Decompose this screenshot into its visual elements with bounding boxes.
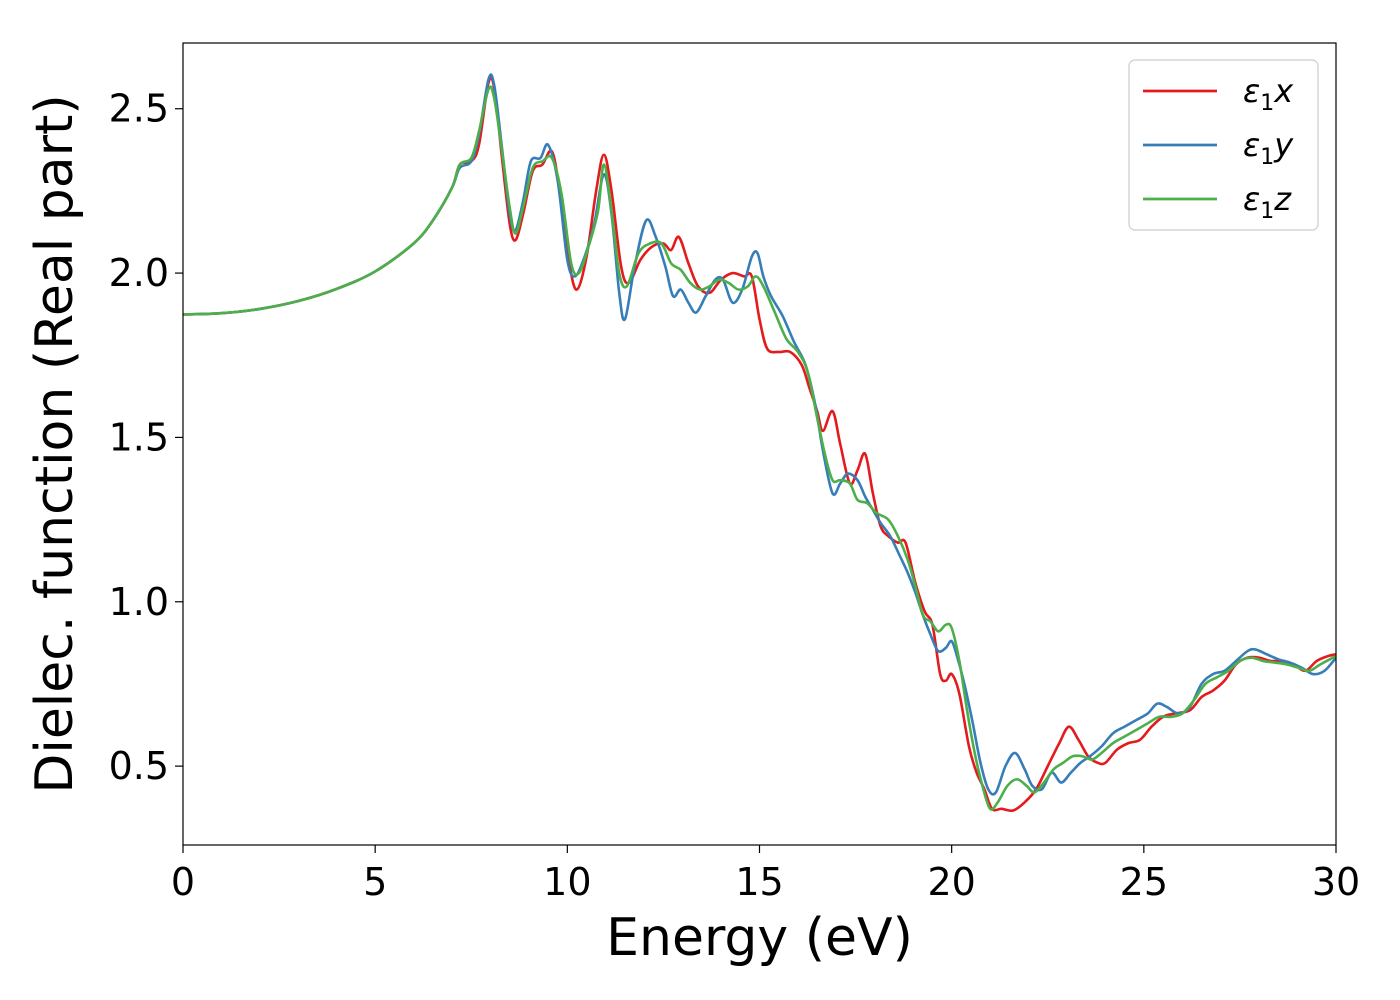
legend-symbol: ε [1243, 180, 1260, 218]
legend-subscript: 1 [1260, 199, 1274, 224]
legend-symbol: ε [1243, 126, 1260, 164]
x-axis-title: Energy (eV) [606, 908, 913, 968]
y-axis: 0.5 1.0 1.5 2.0 2.5 [109, 87, 183, 788]
x-tick-label: 10 [543, 860, 591, 904]
x-tick-label: 25 [1120, 860, 1168, 904]
x-tick-label: 30 [1312, 860, 1360, 904]
y-tick-label: 2.0 [109, 251, 169, 295]
x-tick-label: 5 [363, 860, 387, 904]
legend-suffix: z [1273, 180, 1292, 218]
legend-label-x: ε1x [1243, 72, 1294, 116]
x-tick-label: 0 [171, 860, 195, 904]
legend-subscript: 1 [1260, 91, 1274, 116]
legend-item-x: ε1x [1143, 72, 1294, 116]
legend-label-y: ε1y [1243, 126, 1294, 170]
y-tick-label: 1.5 [109, 415, 169, 459]
series-line-y [183, 73, 1336, 796]
y-tick-label: 2.5 [109, 87, 169, 131]
x-tick-label: 20 [927, 860, 975, 904]
y-tick-label: 1.0 [109, 580, 169, 624]
legend-item-y: ε1y [1143, 126, 1294, 170]
series-line-z [183, 85, 1336, 811]
x-tick-label: 15 [735, 860, 783, 904]
y-axis-title: Dielec. function (Real part) [25, 94, 85, 793]
legend-subscript: 1 [1260, 145, 1274, 170]
y-tick-label: 0.5 [109, 744, 169, 788]
legend-item-z: ε1z [1143, 180, 1292, 224]
legend-label-z: ε1z [1243, 180, 1292, 224]
legend-suffix: x [1273, 72, 1294, 110]
legend-suffix: y [1273, 126, 1294, 164]
series-layer [183, 73, 1336, 813]
legend-symbol: ε [1243, 72, 1260, 110]
series-line-x [183, 75, 1336, 813]
legend-box [1128, 59, 1319, 231]
x-axis: 0 5 10 15 20 25 30 [171, 845, 1360, 904]
